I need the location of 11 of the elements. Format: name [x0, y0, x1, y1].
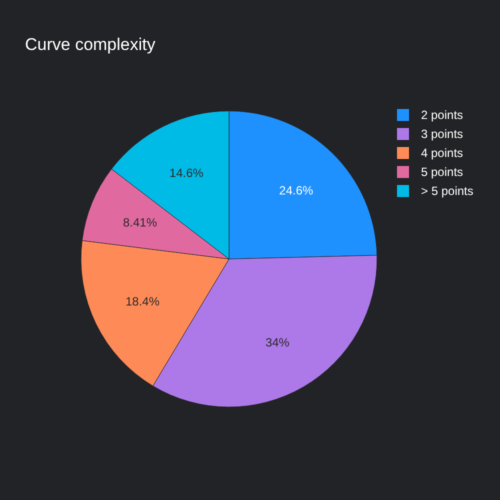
data-label: 14.6%	[169, 166, 204, 180]
data-label: 18.4%	[125, 294, 160, 308]
data-label: 34%	[265, 335, 290, 350]
chart-title: Curve complexity	[25, 35, 156, 54]
legend-label: 3 points	[421, 127, 464, 142]
legend-label: 2 points	[421, 108, 464, 122]
legend-label: > 5 points	[421, 184, 474, 198]
data-label: 24.6%	[279, 183, 314, 198]
legend-label: 4 points	[421, 146, 464, 160]
data-label: 8.41%	[122, 216, 158, 230]
legend-label: 5 points	[421, 165, 464, 180]
